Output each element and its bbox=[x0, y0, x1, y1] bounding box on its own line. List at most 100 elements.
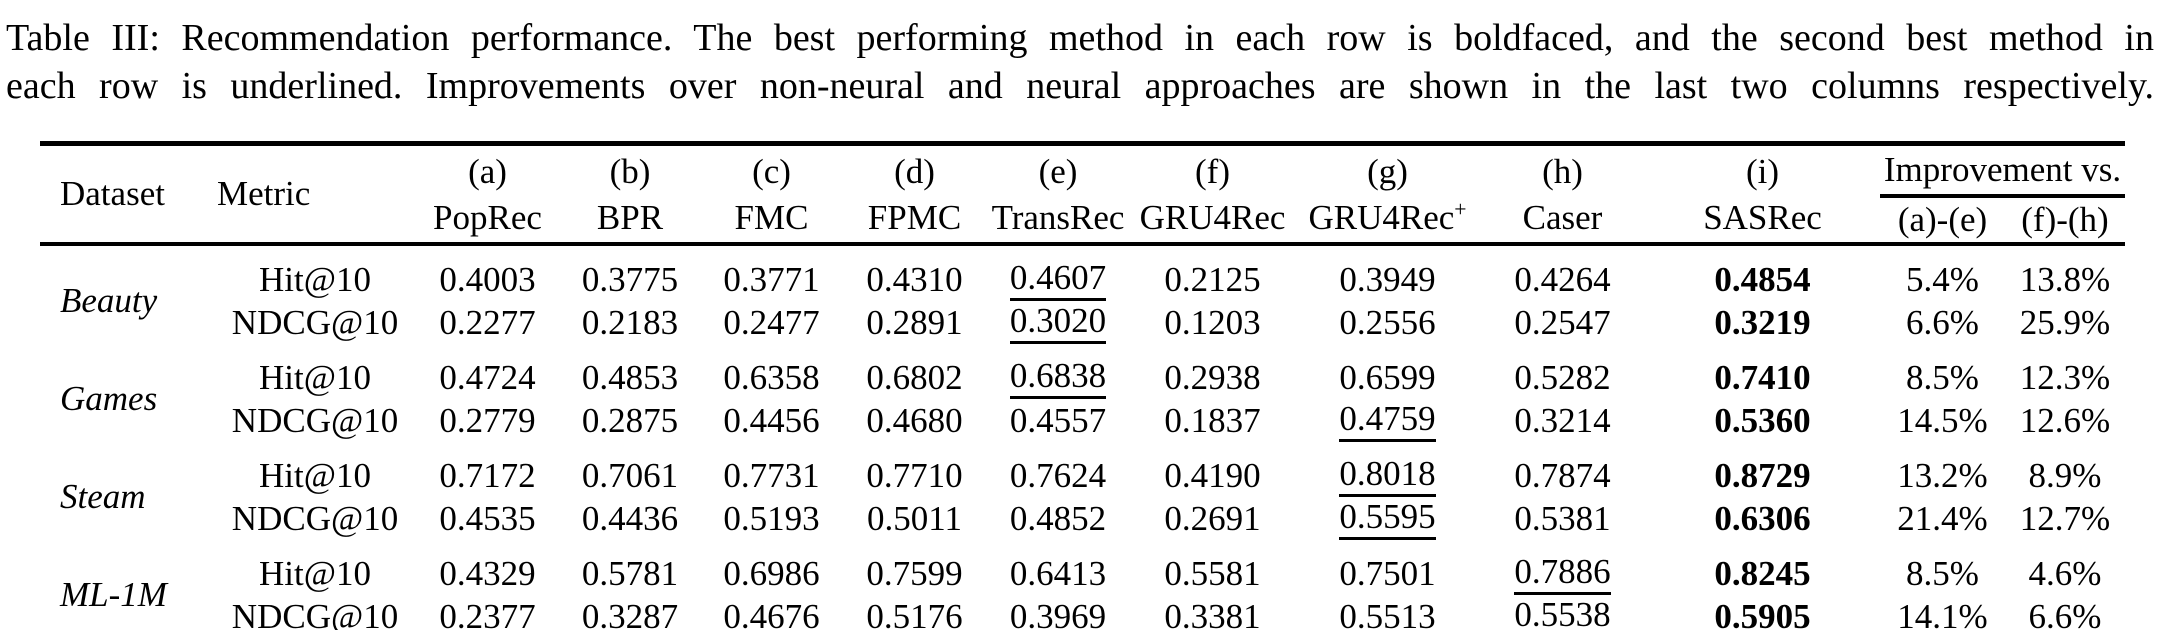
value-cell: 0.2547 bbox=[1480, 301, 1645, 344]
header-improvement: Improvement vs. bbox=[1880, 143, 2125, 198]
value: 0.5381 bbox=[1514, 498, 1611, 538]
value: 0.6413 bbox=[1009, 553, 1107, 593]
table-row: NDCG@10 0.2277 0.2183 0.2477 0.2891 0.3020 0.1… bbox=[40, 301, 2125, 344]
value-bold: 0.4854 bbox=[1714, 259, 1811, 299]
value-underline: 0.5595 bbox=[1339, 499, 1436, 540]
header-improvement-neural: (f)-(h) bbox=[2005, 196, 2125, 246]
table-row: Beauty Hit@10 0.4003 0.3775 0.3771 0.4310 0.46… bbox=[40, 244, 2125, 321]
method-tag: (h) bbox=[1542, 152, 1583, 191]
header-method-d: (d) FPMC bbox=[843, 143, 986, 246]
value-underline: 0.4759 bbox=[1339, 401, 1436, 442]
value-cell: 0.4535 bbox=[415, 497, 560, 540]
metric-label: Hit@10 bbox=[259, 455, 371, 495]
method-tag: (b) bbox=[609, 152, 651, 191]
method-name: GRU4Rec bbox=[1139, 198, 1286, 237]
header-method-h: (h) Caser bbox=[1480, 143, 1645, 246]
value-cell: 0.5905 bbox=[1645, 595, 1880, 630]
value-cell: 0.7731 bbox=[700, 442, 843, 497]
value: 0.2477 bbox=[723, 302, 820, 342]
value: 0.7501 bbox=[1339, 553, 1436, 593]
metric-label: NDCG@10 bbox=[231, 302, 399, 342]
header-method-a: (a) PopRec bbox=[415, 143, 560, 246]
value-bold: 0.5905 bbox=[1714, 596, 1811, 630]
value-bold: 0.7410 bbox=[1714, 357, 1811, 397]
value: 0.3949 bbox=[1339, 259, 1436, 299]
table-row: ML-1M Hit@10 0.4329 0.5781 0.6986 0.7599 0.641… bbox=[40, 540, 2125, 615]
value-cell: 0.4436 bbox=[560, 497, 700, 540]
value-cell: 0.7501 bbox=[1295, 540, 1480, 595]
value-underline: 0.3020 bbox=[1009, 303, 1107, 344]
value: 12.7% bbox=[2019, 498, 2111, 538]
value-cell: 0.2779 bbox=[415, 399, 560, 442]
value: 0.4310 bbox=[866, 259, 963, 299]
value: 12.3% bbox=[2019, 357, 2111, 397]
value-cell: 0.2477 bbox=[700, 301, 843, 344]
value: 0.5193 bbox=[723, 498, 820, 538]
value: 0.5581 bbox=[1164, 553, 1261, 593]
value: 0.3969 bbox=[1009, 596, 1107, 630]
value-cell: 0.3775 bbox=[560, 244, 700, 301]
value-cell: 14.1% bbox=[1880, 595, 2005, 630]
value: 0.5513 bbox=[1339, 596, 1436, 630]
value-underline: 0.5538 bbox=[1514, 597, 1610, 630]
value: 0.2875 bbox=[581, 400, 679, 440]
value-cell: 0.7710 bbox=[843, 442, 986, 497]
value: 0.3214 bbox=[1514, 400, 1611, 440]
value: 0.2125 bbox=[1164, 259, 1261, 299]
value: 0.2938 bbox=[1164, 357, 1261, 397]
method-tag: (a) bbox=[468, 152, 507, 191]
value: 0.6599 bbox=[1339, 357, 1436, 397]
value: 13.8% bbox=[2019, 259, 2111, 299]
value-cell: 0.7874 bbox=[1480, 442, 1645, 497]
value: 0.7710 bbox=[866, 455, 963, 495]
header-improvement-non-neural: (a)-(e) bbox=[1880, 196, 2005, 246]
value: 0.2547 bbox=[1514, 302, 1611, 342]
method-superscript: + bbox=[1454, 197, 1467, 222]
value: 12.6% bbox=[2019, 400, 2111, 440]
value-cell: 0.5011 bbox=[843, 497, 986, 540]
value-cell: 13.2% bbox=[1880, 442, 2005, 497]
value-cell: 6.6% bbox=[1880, 301, 2005, 344]
value-cell: 0.5282 bbox=[1480, 344, 1645, 399]
value-bold: 0.8245 bbox=[1714, 553, 1811, 593]
value-cell: 8.9% bbox=[2005, 442, 2125, 497]
value-underline: 0.8018 bbox=[1339, 456, 1436, 497]
dataset-name: Steam bbox=[60, 477, 146, 516]
value: 0.7731 bbox=[723, 455, 820, 495]
value-cell: 14.5% bbox=[1880, 399, 2005, 442]
value: 4.6% bbox=[2028, 553, 2102, 593]
header-method-b: (b) BPR bbox=[560, 143, 700, 246]
method-tag: (e) bbox=[1038, 152, 1078, 191]
header-method-i: (i) SASRec bbox=[1645, 143, 1880, 246]
method-tag: (f) bbox=[1195, 152, 1230, 191]
value: 0.4853 bbox=[581, 357, 679, 397]
value: 6.6% bbox=[1906, 302, 1979, 342]
value-cell: 6.6% bbox=[2005, 595, 2125, 630]
value: 0.6358 bbox=[723, 357, 820, 397]
header-method-e: (e) TransRec bbox=[986, 143, 1130, 246]
results-table: Dataset Metric (a) PopRec (b) BPR (c) FMC (d) F… bbox=[40, 141, 2125, 630]
value: 0.4557 bbox=[1009, 400, 1107, 440]
method-tag: (d) bbox=[894, 152, 935, 191]
value-cell: 0.6306 bbox=[1645, 497, 1880, 540]
value: 0.2691 bbox=[1164, 498, 1261, 538]
value-cell: 0.4854 bbox=[1645, 244, 1880, 301]
value: 0.3771 bbox=[723, 259, 820, 299]
header-row-bottom: (a)-(e) (f)-(h) bbox=[40, 196, 2125, 246]
value-cell: 0.7061 bbox=[560, 442, 700, 497]
table-row: NDCG@10 0.2779 0.2875 0.4456 0.4680 0.4557 0.1… bbox=[40, 399, 2125, 442]
value: 13.2% bbox=[1897, 455, 1988, 495]
value-cell: 12.3% bbox=[2005, 344, 2125, 399]
value: 0.7599 bbox=[866, 553, 963, 593]
value: 0.5781 bbox=[581, 553, 679, 593]
value: 0.3287 bbox=[581, 596, 679, 630]
dataset-name: Beauty bbox=[60, 281, 158, 320]
value-cell: 0.6413 bbox=[986, 540, 1130, 595]
value-cell: 0.8729 bbox=[1645, 442, 1880, 497]
value: 0.5282 bbox=[1514, 357, 1611, 397]
value-cell: 8.5% bbox=[1880, 540, 2005, 595]
method-name: FPMC bbox=[867, 198, 962, 237]
value-cell: 4.6% bbox=[2005, 540, 2125, 595]
value: 0.2556 bbox=[1339, 302, 1436, 342]
